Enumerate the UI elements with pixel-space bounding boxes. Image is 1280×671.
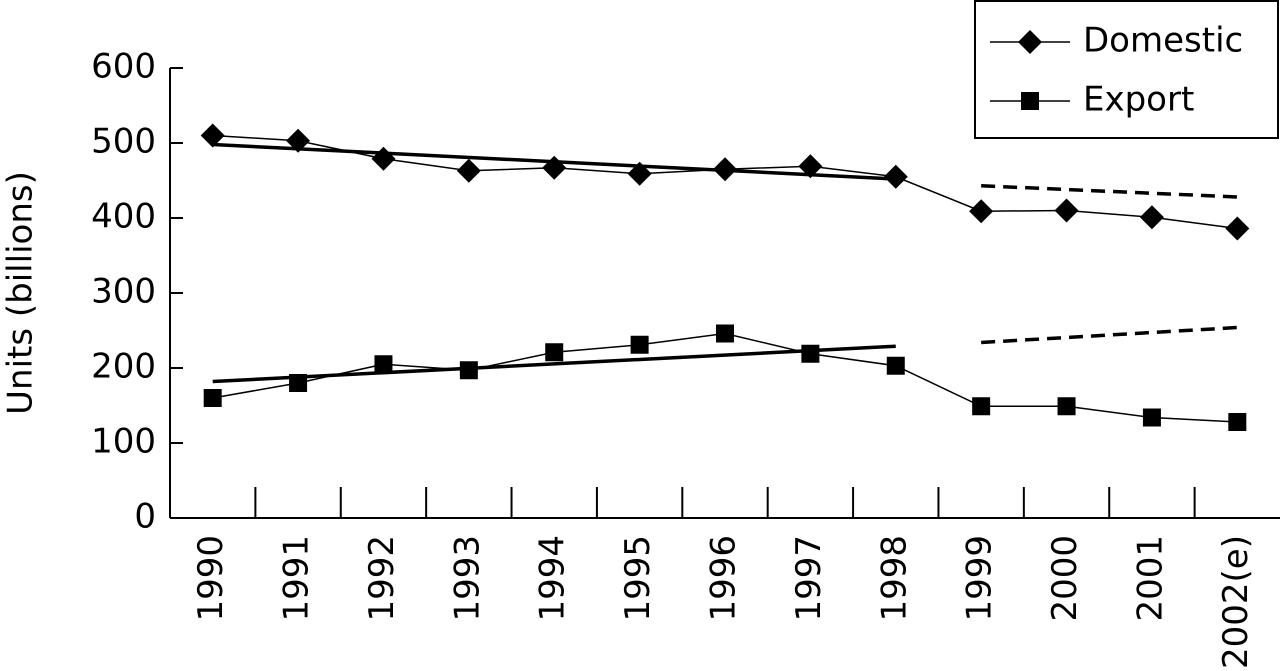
y-tick-label: 300 (91, 272, 156, 312)
x-tick-label: 2000 (1045, 535, 1085, 622)
legend-label: Domestic (1083, 21, 1243, 61)
trend-line (212, 344, 896, 384)
data-point (801, 344, 820, 363)
y-tick-label: 400 (91, 197, 156, 237)
data-point (203, 389, 222, 407)
y-tick-label: 200 (91, 347, 156, 387)
x-tick-label: 1995 (618, 535, 658, 622)
y-axis-label: Units (billions) (1, 171, 41, 415)
data-point (286, 128, 311, 153)
data-point (374, 355, 393, 374)
data-point (459, 361, 478, 380)
data-point (1057, 397, 1076, 416)
y-tick-label: 500 (91, 122, 156, 162)
data-point (886, 356, 905, 375)
data-point (713, 157, 737, 182)
data-point (883, 164, 908, 189)
x-tick-label: 1993 (447, 535, 487, 622)
data-point (289, 374, 308, 392)
trend-line (981, 184, 1238, 199)
data-point (972, 397, 991, 416)
x-tick-label: 1998 (874, 535, 914, 622)
data-point (200, 123, 225, 148)
x-tick-label: 1990 (191, 535, 231, 622)
data-point (545, 343, 564, 362)
legend-box (974, 0, 1279, 139)
data-point (1228, 413, 1247, 431)
x-tick-label: 1999 (960, 535, 1000, 622)
x-tick-label: 2001 (1130, 535, 1170, 622)
data-point (798, 154, 823, 179)
data-point (456, 158, 481, 183)
legend-label: Export (1083, 80, 1194, 120)
y-tick-label: 600 (91, 47, 156, 87)
series-line (212, 134, 1238, 230)
x-tick-label: 1992 (362, 535, 402, 622)
data-point (1054, 198, 1079, 223)
data-point (630, 335, 649, 354)
x-tick-label: 1994 (533, 535, 573, 622)
data-point (1225, 216, 1250, 241)
y-tick-label: 100 (91, 422, 156, 462)
legend-marker (1018, 30, 1042, 54)
data-point (371, 146, 396, 171)
y-tick-label: 0 (134, 497, 156, 537)
series-line (212, 332, 1238, 423)
data-point (716, 324, 734, 343)
data-point (969, 199, 994, 224)
legend-marker (1021, 92, 1039, 110)
data-point (627, 161, 652, 186)
x-tick-label: 1997 (789, 535, 829, 622)
x-tick-label: 1991 (277, 535, 317, 622)
data-point (542, 155, 567, 180)
x-tick-label: 1996 (704, 535, 744, 622)
trend-line (981, 325, 1238, 345)
data-point (1142, 408, 1161, 427)
data-point (1139, 205, 1164, 230)
x-tick-label: 2002(e) (1216, 535, 1256, 667)
